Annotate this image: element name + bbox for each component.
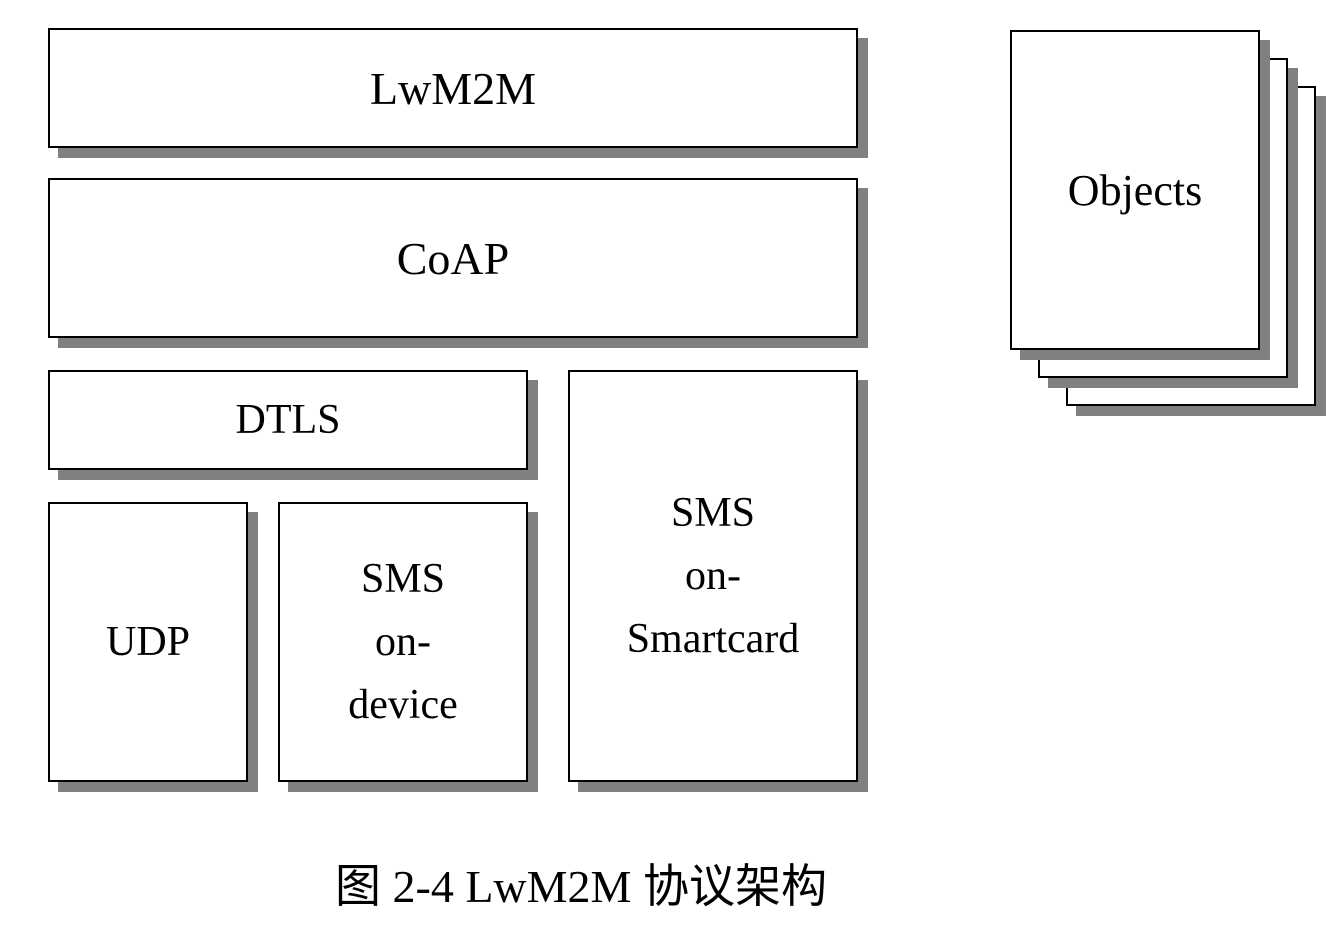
sms-smartcard-label: SMS on- Smartcard (627, 482, 800, 671)
sms-device-label: SMS on- device (348, 548, 458, 737)
udp-label: UDP (106, 618, 190, 666)
caption-text: 图 2-4 LwM2M 协议架构 (335, 861, 827, 912)
coap-label: CoAP (397, 232, 509, 285)
objects-label: Objects (1068, 165, 1202, 216)
sms-device-block: SMS on- device (278, 502, 528, 782)
sms-smartcard-block: SMS on- Smartcard (568, 370, 858, 782)
coap-block: CoAP (48, 178, 858, 338)
lwm2m-block: LwM2M (48, 28, 858, 148)
figure-caption: 图 2-4 LwM2M 协议架构 (335, 850, 827, 916)
udp-block: UDP (48, 502, 248, 782)
dtls-block: DTLS (48, 370, 528, 470)
lwm2m-label: LwM2M (370, 62, 536, 115)
objects-card1: Objects (1010, 30, 1260, 350)
dtls-label: DTLS (236, 396, 341, 444)
